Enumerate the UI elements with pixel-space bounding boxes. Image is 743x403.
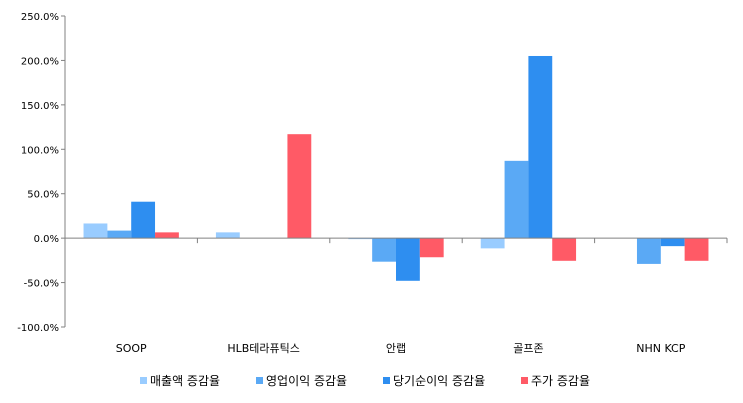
bar (636, 238, 661, 264)
bar (684, 238, 709, 261)
bar (480, 238, 505, 249)
bar (528, 55, 553, 239)
bar (552, 238, 577, 261)
legend-label: 당기순이익 증감율 (393, 374, 485, 388)
y-axis-tick-labels: 250.0% 200.0% 150.0% 100.0% 50.0% 0.0% -50.0% -… (17, 12, 59, 334)
legend-label: 주가 증감율 (531, 374, 590, 388)
bar (504, 160, 529, 239)
x-category-label: 골프존 (513, 342, 543, 355)
bar (215, 232, 240, 239)
bar (396, 238, 420, 281)
bar (83, 223, 108, 239)
bar (155, 232, 179, 239)
y-tick-label: 250.0% (21, 12, 59, 23)
bar (131, 201, 156, 239)
bar (287, 134, 312, 239)
y-axis-ticks (61, 15, 65, 328)
bar (107, 230, 132, 239)
y-tick-label: 0.0% (34, 234, 59, 245)
x-axis-category-labels: SOOP HLB테라퓨틱스 안랩 골프존 NHN KCP (116, 342, 686, 355)
bar (660, 238, 685, 247)
y-tick-label: 100.0% (21, 145, 59, 156)
y-tick-label: -100.0% (17, 323, 59, 334)
x-axis-ticks (64, 238, 728, 244)
y-tick-label: 150.0% (21, 101, 59, 112)
x-category-label: HLB테라퓨틱스 (227, 342, 300, 355)
y-tick-label: 50.0% (27, 190, 59, 201)
legend-swatch (256, 377, 263, 384)
bar (419, 238, 444, 258)
y-tick-label: -50.0% (24, 279, 59, 290)
legend-swatch (383, 377, 390, 384)
legend-swatch (521, 377, 528, 384)
legend-swatch (140, 377, 147, 384)
bar-group (83, 55, 709, 281)
legend-label: 영업이익 증감율 (266, 374, 347, 388)
x-category-label: 안랩 (386, 342, 406, 355)
legend-label: 매출액 증감율 (150, 374, 220, 388)
x-category-label: SOOP (116, 342, 147, 355)
bar (372, 238, 396, 262)
legend: 매출액 증감율 영업이익 증감율 당기순이익 증감율 주가 증감율 (140, 374, 590, 388)
y-tick-label: 200.0% (21, 56, 59, 67)
x-category-label: NHN KCP (636, 342, 686, 355)
